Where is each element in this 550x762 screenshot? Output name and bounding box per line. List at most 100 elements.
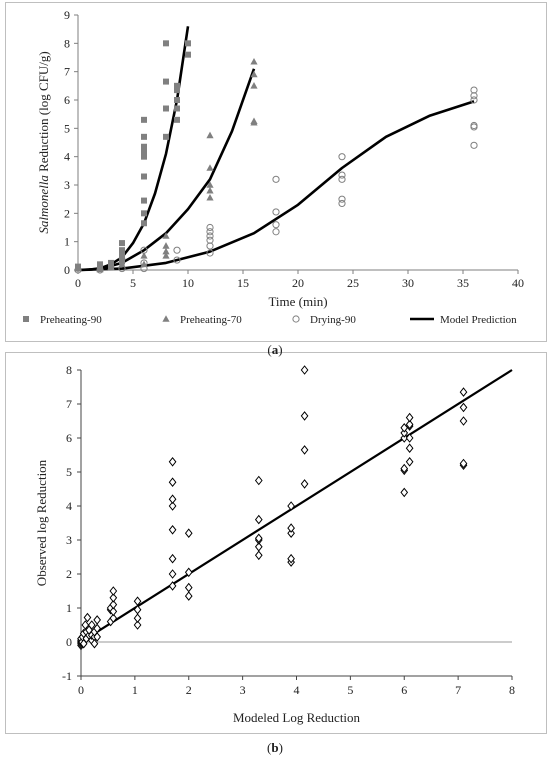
b-point-diamond xyxy=(400,433,409,443)
a-model-curve xyxy=(77,68,256,272)
b-x-tick-label: 6 xyxy=(401,683,407,697)
a-point-circle xyxy=(338,195,346,203)
b-point-diamond xyxy=(168,524,177,535)
b-y-tick-label: 3 xyxy=(66,533,72,547)
a-y-tick-label: 8 xyxy=(64,36,70,50)
a-point-triangle xyxy=(250,82,258,89)
a-point-circle xyxy=(272,228,280,236)
b-point-diamond xyxy=(400,428,409,438)
a-point-square xyxy=(141,153,147,160)
a-point-circle xyxy=(272,208,280,216)
b-point-diamond xyxy=(168,456,177,467)
a-point-square xyxy=(163,78,169,85)
a-point-square xyxy=(174,105,180,112)
b-point-diamond xyxy=(109,592,118,603)
a-legend-label: Drying-90 xyxy=(310,314,356,326)
b-point-diamond xyxy=(400,487,409,498)
b-y-tick-label: 4 xyxy=(66,499,72,513)
a-point-square xyxy=(141,197,147,204)
a-x-tick-label: 0 xyxy=(75,276,81,290)
a-point-square xyxy=(174,116,180,123)
a-y-axis-label-italic: Salmonella xyxy=(36,175,51,234)
b-point-diamond xyxy=(405,456,414,467)
a-point-triangle xyxy=(107,263,115,270)
a-point-square xyxy=(119,240,125,247)
a-point-triangle xyxy=(162,232,170,239)
a-point-triangle xyxy=(206,164,214,171)
b-point-diamond xyxy=(400,463,409,474)
b-point-diamond xyxy=(405,443,414,454)
a-point-square xyxy=(141,210,147,217)
b-point-diamond xyxy=(254,514,263,525)
b-x-tick-label: 1 xyxy=(132,683,138,697)
a-point-square xyxy=(185,40,191,47)
b-identity-line xyxy=(80,369,513,643)
b-point-diamond xyxy=(168,494,177,505)
a-point-square xyxy=(163,105,169,112)
a-x-tick-label: 35 xyxy=(457,276,469,290)
b-point-diamond xyxy=(459,458,468,469)
b-x-tick-label: 0 xyxy=(78,683,84,697)
a-point-circle xyxy=(470,141,478,149)
b-point-diamond xyxy=(254,533,263,544)
b-point-diamond xyxy=(109,586,118,596)
a-y-tick-label: 5 xyxy=(64,121,70,135)
a-point-square xyxy=(141,220,147,227)
a-legend-swatch-square xyxy=(23,316,29,322)
b-point-diamond xyxy=(93,615,102,625)
b-point-diamond xyxy=(254,475,263,486)
b-point-diamond xyxy=(405,419,414,430)
a-point-square xyxy=(141,173,147,180)
a-y-tick-label: 6 xyxy=(64,93,70,107)
a-point-triangle xyxy=(206,131,214,139)
b-point-diamond xyxy=(459,402,468,413)
a-legend-swatch-triangle xyxy=(162,315,170,322)
b-point-diamond xyxy=(254,541,263,552)
b-point-diamond xyxy=(287,553,295,564)
a-y-tick-label: 2 xyxy=(64,206,70,220)
a-y-tick-label: 1 xyxy=(64,235,70,249)
b-point-diamond xyxy=(287,528,295,539)
panel-a-frame xyxy=(5,2,547,342)
a-point-square xyxy=(97,261,103,268)
a-point-circle xyxy=(96,266,104,274)
a-point-square xyxy=(174,97,180,103)
a-legend-label: Model Prediction xyxy=(440,314,517,326)
a-point-square xyxy=(141,143,147,150)
b-x-axis-label: Modeled Log Reduction xyxy=(233,710,361,725)
b-y-tick-label: 7 xyxy=(66,397,72,411)
a-y-axis-label-rest: Reduction (log CFU/g) xyxy=(36,51,51,175)
a-x-tick-label: 30 xyxy=(402,276,414,290)
a-model-curve xyxy=(77,100,475,272)
a-point-triangle xyxy=(206,186,214,194)
b-point-diamond xyxy=(133,613,142,624)
b-y-tick-label: 6 xyxy=(66,431,72,445)
b-point-diamond xyxy=(168,477,177,488)
a-y-axis-label: Salmonella Reduction (log CFU/g) xyxy=(36,51,51,233)
b-y-tick-label: 0 xyxy=(66,635,72,649)
b-y-tick-label: -1 xyxy=(62,669,72,683)
a-point-circle xyxy=(338,171,346,179)
a-legend-label: Preheating-70 xyxy=(180,314,242,326)
a-point-circle xyxy=(470,86,478,94)
a-legend-swatch-circle xyxy=(292,315,300,323)
a-point-triangle xyxy=(250,70,258,78)
a-point-square xyxy=(108,259,114,266)
a-x-tick-label: 10 xyxy=(182,276,194,290)
a-point-circle xyxy=(206,242,214,250)
a-x-tick-label: 40 xyxy=(512,276,524,290)
a-y-tick-label: 4 xyxy=(64,150,70,164)
a-point-triangle xyxy=(162,247,170,255)
b-y-tick-label: 1 xyxy=(66,601,72,615)
b-point-diamond xyxy=(300,365,309,375)
b-point-diamond xyxy=(90,638,99,649)
b-point-diamond xyxy=(168,553,177,564)
a-point-circle xyxy=(338,175,346,183)
a-x-tick-label: 15 xyxy=(237,276,249,290)
b-point-diamond xyxy=(83,612,92,623)
b-point-diamond xyxy=(300,411,309,421)
a-point-circle xyxy=(470,92,478,100)
b-x-tick-label: 4 xyxy=(294,683,300,697)
a-legend-label: Preheating-90 xyxy=(40,314,102,326)
b-point-diamond xyxy=(133,620,142,630)
